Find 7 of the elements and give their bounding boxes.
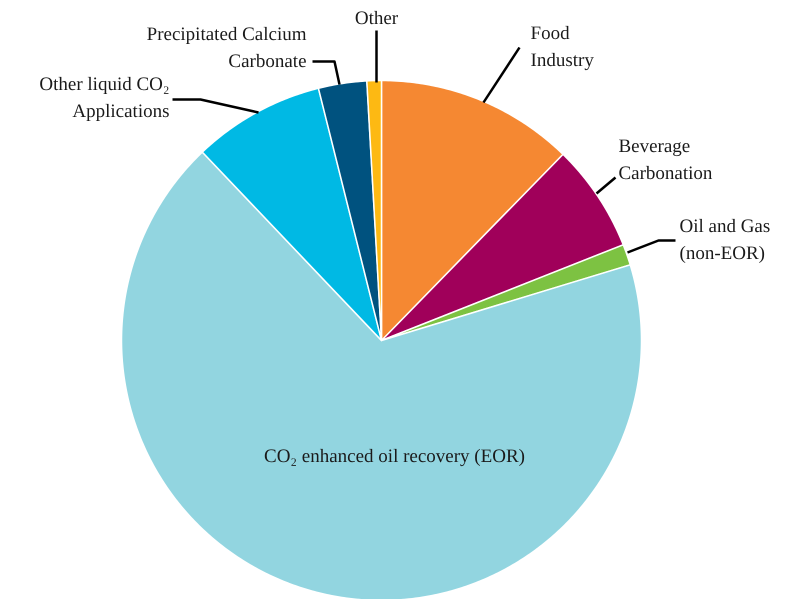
slice-label: CO₂ enhanced oil recovery (EOR) (264, 446, 525, 467)
slice-label: Other (354, 8, 399, 29)
slice-label: Food Industry (530, 23, 594, 71)
slice-label: Beverage Carbonation (618, 136, 713, 184)
slice-label: Oil and Gas (non-EOR) (680, 216, 770, 264)
slice-label: Precipitated Calcium Carbonate (146, 24, 307, 72)
slice-label: Other liquid CO₂ Applications (39, 74, 170, 122)
